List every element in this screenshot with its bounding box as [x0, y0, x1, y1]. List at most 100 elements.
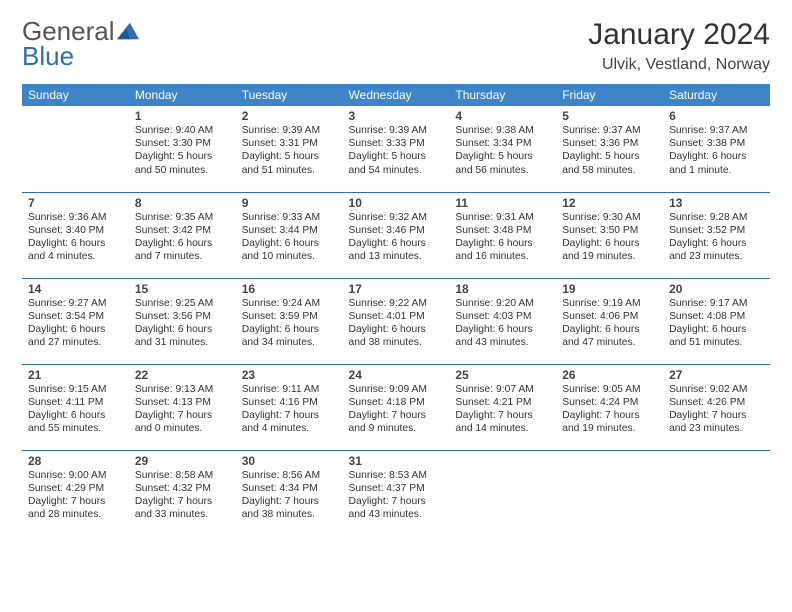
day-sunrise-line: Sunrise: 9:40 AM — [135, 124, 230, 137]
calendar-day-cell: 22Sunrise: 9:13 AMSunset: 4:13 PMDayligh… — [129, 364, 236, 450]
day-number: 18 — [455, 282, 550, 296]
day-number: 8 — [135, 196, 230, 210]
day-sunrise-line: Sunrise: 9:38 AM — [455, 124, 550, 137]
calendar-day-cell: 10Sunrise: 9:32 AMSunset: 3:46 PMDayligh… — [343, 192, 450, 278]
day-sunrise-line: Sunrise: 9:00 AM — [28, 469, 123, 482]
day-day1-line: Daylight: 6 hours — [28, 237, 123, 250]
calendar-table: Sunday Monday Tuesday Wednesday Thursday… — [22, 84, 770, 536]
day-day1-line: Daylight: 6 hours — [669, 323, 764, 336]
day-number: 10 — [349, 196, 444, 210]
calendar-day-cell: 11Sunrise: 9:31 AMSunset: 3:48 PMDayligh… — [449, 192, 556, 278]
calendar-day-cell — [22, 106, 129, 192]
calendar-day-cell: 3Sunrise: 9:39 AMSunset: 3:33 PMDaylight… — [343, 106, 450, 192]
day-number: 13 — [669, 196, 764, 210]
day-day1-line: Daylight: 7 hours — [135, 409, 230, 422]
title-block: January 2024 Ulvik, Vestland, Norway — [588, 18, 770, 74]
calendar-day-cell: 25Sunrise: 9:07 AMSunset: 4:21 PMDayligh… — [449, 364, 556, 450]
calendar-week-row: 14Sunrise: 9:27 AMSunset: 3:54 PMDayligh… — [22, 278, 770, 364]
day-sunset-line: Sunset: 3:42 PM — [135, 224, 230, 237]
day-sunrise-line: Sunrise: 9:36 AM — [28, 211, 123, 224]
day-sunset-line: Sunset: 3:33 PM — [349, 137, 444, 150]
day-day1-line: Daylight: 7 hours — [135, 495, 230, 508]
day-day2-line: and 7 minutes. — [135, 250, 230, 263]
day-day2-line: and 14 minutes. — [455, 422, 550, 435]
calendar-day-cell: 6Sunrise: 9:37 AMSunset: 3:38 PMDaylight… — [663, 106, 770, 192]
calendar-day-cell: 5Sunrise: 9:37 AMSunset: 3:36 PMDaylight… — [556, 106, 663, 192]
day-sunrise-line: Sunrise: 9:39 AM — [242, 124, 337, 137]
day-day1-line: Daylight: 6 hours — [455, 237, 550, 250]
day-day1-line: Daylight: 6 hours — [28, 323, 123, 336]
day-sunset-line: Sunset: 3:46 PM — [349, 224, 444, 237]
day-day1-line: Daylight: 6 hours — [242, 237, 337, 250]
day-sunset-line: Sunset: 4:34 PM — [242, 482, 337, 495]
calendar-day-cell: 9Sunrise: 9:33 AMSunset: 3:44 PMDaylight… — [236, 192, 343, 278]
day-day1-line: Daylight: 6 hours — [669, 150, 764, 163]
day-day1-line: Daylight: 5 hours — [562, 150, 657, 163]
calendar-header-row: Sunday Monday Tuesday Wednesday Thursday… — [22, 84, 770, 106]
day-number: 11 — [455, 196, 550, 210]
day-day1-line: Daylight: 7 hours — [562, 409, 657, 422]
day-day2-line: and 23 minutes. — [669, 422, 764, 435]
brand-mark-icon — [117, 22, 139, 40]
day-sunrise-line: Sunrise: 9:19 AM — [562, 297, 657, 310]
day-number: 25 — [455, 368, 550, 382]
location-subtitle: Ulvik, Vestland, Norway — [588, 56, 770, 74]
calendar-day-cell: 17Sunrise: 9:22 AMSunset: 4:01 PMDayligh… — [343, 278, 450, 364]
day-day2-line: and 51 minutes. — [242, 164, 337, 177]
day-number: 3 — [349, 109, 444, 123]
day-number: 7 — [28, 196, 123, 210]
day-sunset-line: Sunset: 4:03 PM — [455, 310, 550, 323]
calendar-week-row: 1Sunrise: 9:40 AMSunset: 3:30 PMDaylight… — [22, 106, 770, 192]
day-day1-line: Daylight: 5 hours — [135, 150, 230, 163]
day-sunset-line: Sunset: 3:34 PM — [455, 137, 550, 150]
day-sunrise-line: Sunrise: 9:35 AM — [135, 211, 230, 224]
day-sunset-line: Sunset: 3:40 PM — [28, 224, 123, 237]
calendar-day-cell: 23Sunrise: 9:11 AMSunset: 4:16 PMDayligh… — [236, 364, 343, 450]
calendar-day-cell: 14Sunrise: 9:27 AMSunset: 3:54 PMDayligh… — [22, 278, 129, 364]
day-sunset-line: Sunset: 3:56 PM — [135, 310, 230, 323]
day-day2-line: and 19 minutes. — [562, 250, 657, 263]
day-number: 22 — [135, 368, 230, 382]
day-day2-line: and 51 minutes. — [669, 336, 764, 349]
brand-name-b: Blue — [22, 43, 115, 69]
day-sunset-line: Sunset: 4:11 PM — [28, 396, 123, 409]
day-sunrise-line: Sunrise: 9:05 AM — [562, 383, 657, 396]
day-day2-line: and 55 minutes. — [28, 422, 123, 435]
day-sunrise-line: Sunrise: 9:30 AM — [562, 211, 657, 224]
day-sunset-line: Sunset: 4:16 PM — [242, 396, 337, 409]
calendar-day-cell: 24Sunrise: 9:09 AMSunset: 4:18 PMDayligh… — [343, 364, 450, 450]
day-day1-line: Daylight: 7 hours — [455, 409, 550, 422]
day-number: 15 — [135, 282, 230, 296]
calendar-day-cell: 16Sunrise: 9:24 AMSunset: 3:59 PMDayligh… — [236, 278, 343, 364]
day-day1-line: Daylight: 5 hours — [242, 150, 337, 163]
day-day2-line: and 58 minutes. — [562, 164, 657, 177]
day-sunrise-line: Sunrise: 9:37 AM — [562, 124, 657, 137]
day-day2-line: and 10 minutes. — [242, 250, 337, 263]
day-day2-line: and 33 minutes. — [135, 508, 230, 521]
day-day2-line: and 4 minutes. — [28, 250, 123, 263]
day-day1-line: Daylight: 7 hours — [349, 409, 444, 422]
day-sunset-line: Sunset: 4:26 PM — [669, 396, 764, 409]
day-sunrise-line: Sunrise: 8:58 AM — [135, 469, 230, 482]
calendar-day-cell: 26Sunrise: 9:05 AMSunset: 4:24 PMDayligh… — [556, 364, 663, 450]
day-sunrise-line: Sunrise: 9:31 AM — [455, 211, 550, 224]
calendar-day-cell: 8Sunrise: 9:35 AMSunset: 3:42 PMDaylight… — [129, 192, 236, 278]
day-day2-line: and 50 minutes. — [135, 164, 230, 177]
day-day2-line: and 28 minutes. — [28, 508, 123, 521]
day-day2-line: and 13 minutes. — [349, 250, 444, 263]
day-number: 24 — [349, 368, 444, 382]
day-sunset-line: Sunset: 3:50 PM — [562, 224, 657, 237]
day-day1-line: Daylight: 7 hours — [28, 495, 123, 508]
day-day1-line: Daylight: 5 hours — [455, 150, 550, 163]
day-sunrise-line: Sunrise: 9:13 AM — [135, 383, 230, 396]
day-sunset-line: Sunset: 3:30 PM — [135, 137, 230, 150]
day-day2-line: and 0 minutes. — [135, 422, 230, 435]
day-sunrise-line: Sunrise: 9:22 AM — [349, 297, 444, 310]
day-number: 20 — [669, 282, 764, 296]
day-sunset-line: Sunset: 3:48 PM — [455, 224, 550, 237]
day-sunset-line: Sunset: 4:18 PM — [349, 396, 444, 409]
day-number: 17 — [349, 282, 444, 296]
weekday-header: Thursday — [449, 84, 556, 106]
day-sunrise-line: Sunrise: 9:17 AM — [669, 297, 764, 310]
calendar-page: General Blue January 2024 Ulvik, Vestlan… — [0, 0, 792, 612]
